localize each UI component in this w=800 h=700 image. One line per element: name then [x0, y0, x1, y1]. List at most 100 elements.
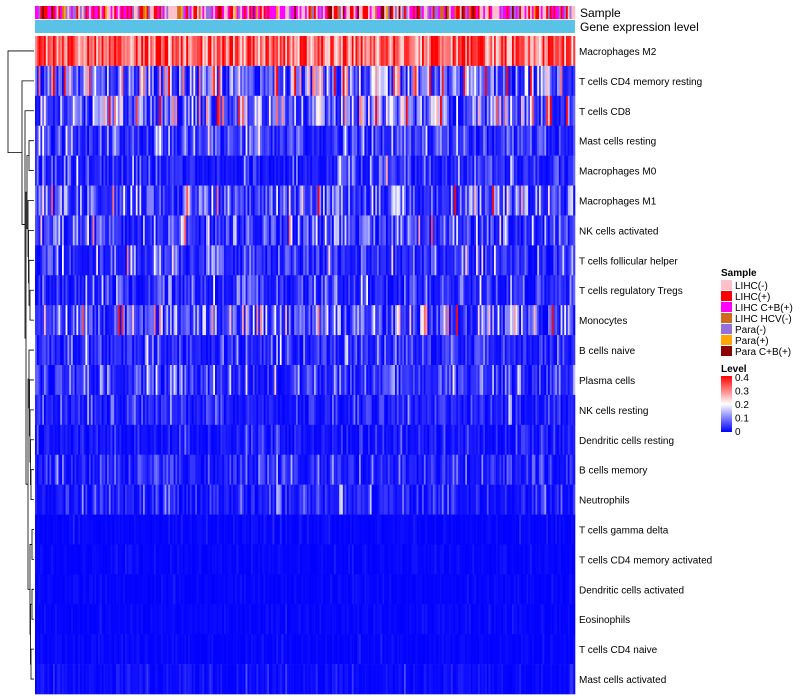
heatmap-cell — [134, 65, 137, 97]
heatmap-cell — [386, 484, 389, 515]
heatmap-cell — [461, 95, 464, 127]
heatmap-cell — [211, 454, 214, 485]
heatmap-cell — [216, 36, 219, 67]
heatmap-cell — [234, 125, 237, 156]
heatmap-cell — [47, 125, 50, 156]
heatmap-cell — [497, 95, 500, 127]
heatmap-cell — [366, 155, 369, 186]
heatmap-cell — [96, 335, 99, 366]
heatmap-cell — [44, 275, 47, 306]
heatmap-cell — [56, 335, 59, 366]
heatmap-cell — [467, 155, 470, 186]
heatmap-cell — [449, 394, 452, 426]
heatmap-cell — [189, 185, 192, 216]
heatmap-cell — [359, 245, 362, 276]
heatmap-cell — [456, 125, 459, 156]
heatmap-cell — [555, 125, 558, 156]
heatmap-cell — [184, 215, 187, 246]
heatmap-cell — [99, 305, 102, 336]
heatmap-cell — [224, 125, 227, 156]
heatmap-cell — [528, 305, 531, 336]
heatmap-cell — [72, 484, 75, 515]
heatmap-cell — [209, 36, 212, 67]
heatmap-cell — [186, 305, 189, 336]
heatmap-cell — [119, 95, 122, 127]
heatmap-cell — [231, 335, 234, 366]
heatmap-cell — [220, 65, 223, 97]
heatmap-cell — [413, 335, 416, 366]
heatmap-cell — [49, 424, 52, 456]
heatmap-cell — [83, 95, 86, 127]
heatmap-cell — [171, 215, 174, 246]
heatmap-cell — [441, 394, 444, 426]
heatmap-cell — [215, 245, 218, 276]
heatmap-cell — [62, 335, 65, 366]
heatmap-cell — [330, 95, 333, 127]
heatmap-cell — [362, 155, 365, 186]
heatmap-cell — [323, 245, 326, 276]
heatmap-cell — [279, 394, 282, 426]
heatmap-cell — [317, 36, 320, 67]
heatmap-cell — [141, 185, 144, 216]
heatmap-cell — [384, 394, 387, 426]
heatmap-cell — [51, 335, 54, 366]
heatmap-cell — [265, 275, 268, 306]
sample-annotation-cell — [405, 6, 408, 19]
heatmap-cell — [166, 95, 169, 127]
heatmap-cell — [468, 394, 471, 426]
heatmap-cell — [458, 95, 461, 127]
heatmap-cell — [193, 185, 196, 216]
heatmap-cell — [413, 424, 416, 456]
heatmap-cell — [105, 125, 108, 156]
heatmap-cell — [431, 365, 434, 396]
heatmap-cell — [175, 365, 178, 396]
heatmap-cell — [47, 335, 50, 366]
heatmap-cell — [218, 185, 221, 216]
heatmap-cell — [312, 394, 315, 426]
heatmap-cell — [308, 125, 311, 156]
heatmap-cell — [434, 365, 437, 396]
heatmap-cell — [528, 65, 531, 97]
sample-annotation-cell — [378, 6, 381, 19]
heatmap-cell — [337, 95, 340, 127]
heatmap-cell — [204, 454, 207, 485]
heatmap-cell — [546, 424, 549, 456]
heatmap-cell — [40, 185, 43, 216]
heatmap-cell — [548, 65, 551, 97]
heatmap-cell — [238, 155, 241, 186]
heatmap-cell — [225, 36, 228, 67]
heatmap-cell — [427, 305, 430, 336]
heatmap-cell — [81, 36, 84, 67]
heatmap-cell — [141, 454, 144, 485]
heatmap-cell — [191, 424, 194, 456]
heatmap-cell — [148, 424, 151, 456]
heatmap-cell — [477, 454, 480, 485]
heatmap-cell — [450, 245, 453, 276]
heatmap-cell — [553, 454, 556, 485]
heatmap-cell — [166, 215, 169, 246]
heatmap-cell — [377, 365, 380, 396]
heatmap-cell — [342, 275, 345, 306]
heatmap-cell — [184, 454, 187, 485]
heatmap-cell — [395, 454, 398, 485]
heatmap-cell — [276, 95, 279, 127]
heatmap-cell — [342, 95, 345, 127]
heatmap-cell — [449, 125, 452, 156]
heatmap-cell — [490, 275, 493, 306]
heatmap-cell — [566, 424, 569, 456]
heatmap-cell — [481, 65, 484, 97]
sample-annotation-cell — [555, 6, 558, 19]
heatmap-cell — [330, 36, 333, 67]
heatmap-cell — [468, 454, 471, 485]
heatmap-cell — [56, 185, 59, 216]
heatmap-cell — [438, 365, 441, 396]
heatmap-cell — [270, 36, 273, 67]
heatmap-cell — [40, 95, 43, 127]
heatmap-cell — [305, 215, 308, 246]
heatmap-cell — [152, 125, 155, 156]
heatmap-cell — [407, 185, 410, 216]
heatmap-cell — [411, 215, 414, 246]
heatmap-cell — [463, 36, 466, 67]
heatmap-cell — [245, 484, 248, 515]
heatmap-cell — [546, 245, 549, 276]
